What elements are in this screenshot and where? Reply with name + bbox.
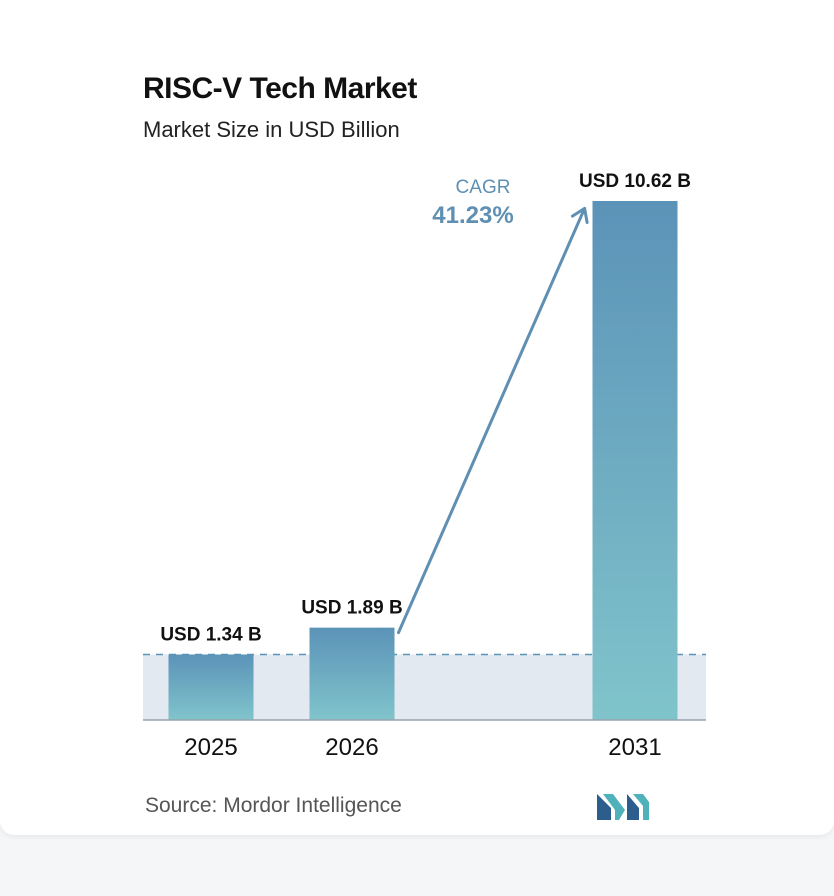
mordor-intelligence-logo-icon [597, 794, 649, 820]
data-label-2031: USD 10.62 B [579, 171, 691, 192]
data-label-2025: USD 1.34 B [160, 625, 261, 646]
bar-2026 [309, 627, 395, 720]
bar-2025 [168, 654, 254, 720]
x-tick-label-2025: 2025 [184, 734, 237, 761]
cagr-label: CAGR [456, 177, 511, 198]
bar-chart: USD 1.34 B 2025 USD 1.89 B 2026 USD 10.62 B 2… [143, 171, 706, 761]
x-tick-label-2031: 2031 [608, 734, 661, 761]
chart-card: RISC-V Tech Market Market Size in USD Bi… [143, 72, 706, 820]
chart-title: RISC-V Tech Market [143, 72, 417, 105]
x-tick-label-2026: 2026 [325, 734, 378, 761]
chart-subtitle: Market Size in USD Billion [143, 117, 400, 142]
cagr-value: 41.23% [432, 202, 513, 229]
source-note: Source: Mordor Intelligence [145, 794, 402, 817]
data-label-2026: USD 1.89 B [301, 598, 402, 619]
cagr-arrow [397, 206, 589, 635]
bar-2031 [592, 201, 678, 720]
